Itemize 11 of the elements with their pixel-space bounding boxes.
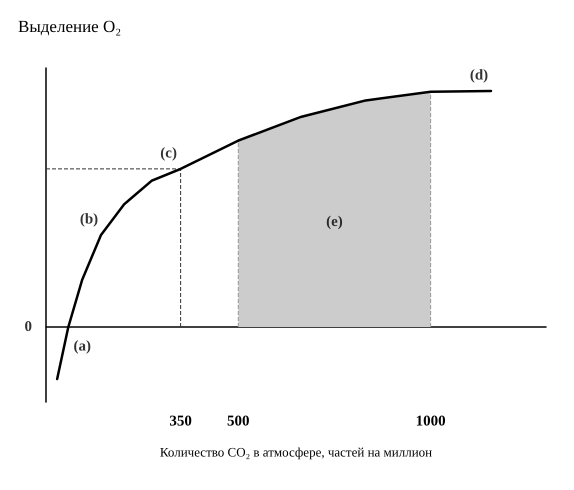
y-axis-title: Выделение O₂ [18,17,122,36]
band-label: (e) [326,214,343,230]
annotation: (d) [470,68,488,84]
x-axis-title: Количество CO₂ в атмосфере, частей на миллион [160,444,432,460]
text: 0 [24,319,32,336]
x-tick-label: 1000 [416,414,446,430]
annotation: (b) [80,211,98,228]
x-tick-label: 350 [169,414,192,430]
annotation: (a) [74,338,92,355]
annotation: (c) [160,145,177,162]
x-tick-label: 500 [227,414,250,430]
